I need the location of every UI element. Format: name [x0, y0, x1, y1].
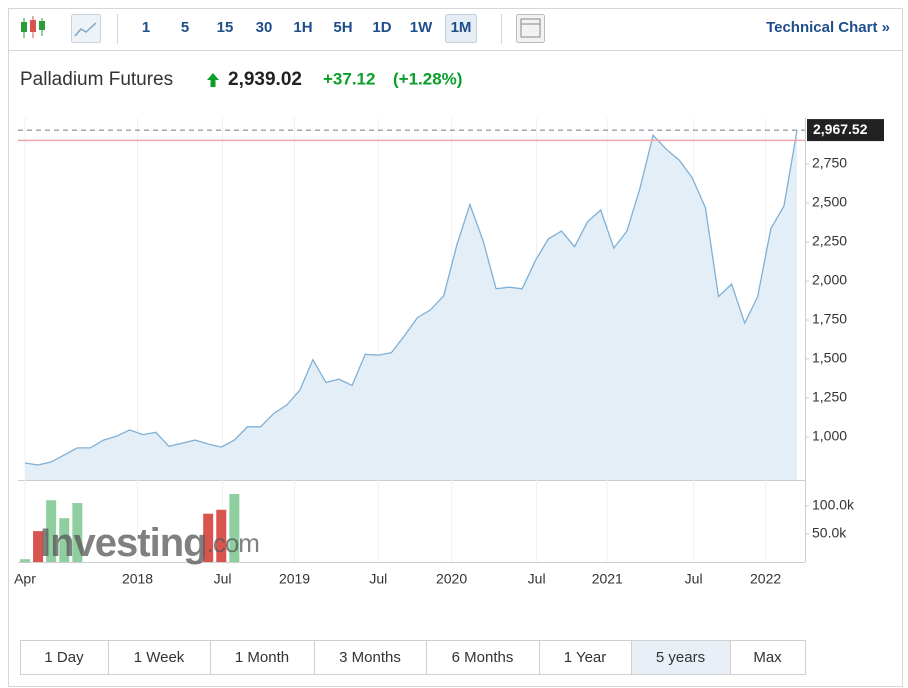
watermark-part: .com: [207, 528, 259, 558]
instrument-name: Palladium Futures: [20, 69, 173, 90]
range-label[interactable]: Max: [753, 649, 782, 666]
x-tick-label: 2019: [279, 571, 310, 587]
x-tick-label: 2022: [750, 571, 781, 587]
range-label[interactable]: 1 Day: [44, 649, 84, 666]
icon-part: [21, 22, 27, 32]
interval-button[interactable]: 1M: [451, 19, 472, 36]
y-tick-label: 1,500: [812, 350, 847, 366]
volume-bar: [203, 513, 214, 562]
y-tick-label: 1,250: [812, 389, 847, 405]
range-button[interactable]: [314, 640, 427, 675]
candle-icon[interactable]: [21, 16, 45, 38]
interval-button[interactable]: 5H: [333, 19, 352, 36]
range-label[interactable]: 1 Month: [235, 649, 289, 666]
up-arrow: [207, 73, 219, 87]
y-tick-label: 1,750: [812, 311, 847, 327]
x-tick-label: Apr: [14, 571, 36, 587]
range-button[interactable]: [426, 640, 540, 675]
icon-part: [30, 20, 36, 32]
range-button[interactable]: [210, 640, 315, 675]
y-tick-label: 1,000: [812, 428, 847, 444]
last-price-badge: [807, 119, 884, 142]
interval-button[interactable]: 30: [256, 19, 273, 36]
x-tick-label: 2020: [436, 571, 467, 587]
range-label[interactable]: 6 Months: [452, 649, 514, 666]
y-tick-label: 2,750: [812, 155, 847, 171]
volume-bar: [20, 559, 30, 562]
range-label[interactable]: 3 Months: [339, 649, 401, 666]
icon-part: [74, 22, 97, 37]
volume-tick-label: 50.0k: [812, 525, 847, 541]
technical-chart-link[interactable]: Technical Chart »: [766, 19, 890, 36]
interval-button[interactable]: 1: [142, 19, 150, 36]
range-button[interactable]: [539, 640, 632, 675]
icon-part: [39, 21, 45, 30]
x-tick-label: Jul: [528, 571, 546, 587]
last-price-label: 2,967.52: [813, 121, 868, 137]
x-tick-label: Jul: [369, 571, 387, 587]
interval-button[interactable]: 1D: [372, 19, 391, 36]
range-label[interactable]: 5 years: [656, 649, 705, 666]
interval-selected-bg: [445, 14, 477, 43]
watermark: Investing.com: [40, 521, 259, 565]
volume-bar: [216, 509, 227, 562]
interval-button[interactable]: 1W: [410, 19, 433, 36]
range-button[interactable]: [730, 640, 806, 675]
interval-button[interactable]: 15: [217, 19, 234, 36]
y-tick-label: 2,500: [812, 194, 847, 210]
table-icon[interactable]: [516, 14, 545, 43]
range-button[interactable]: [20, 640, 109, 675]
price-line: [24, 130, 798, 466]
volume-bar: [59, 518, 70, 562]
range-button[interactable]: [631, 640, 731, 675]
volume-bar: [46, 500, 57, 562]
volume-tick-label: 100.0k: [812, 497, 855, 513]
area-fill: [25, 130, 797, 480]
price: 2,939.02: [228, 69, 302, 90]
change-percent: (+1.28%): [393, 69, 462, 88]
y-tick-label: 2,250: [812, 233, 847, 249]
y-tick-label: 2,000: [812, 272, 847, 288]
volume-bar: [229, 494, 240, 562]
volume-bar: [72, 503, 83, 562]
watermark-part: Investing: [40, 521, 207, 565]
change: +37.12: [323, 69, 375, 88]
interval-button[interactable]: 1H: [293, 19, 312, 36]
area-icon[interactable]: [71, 14, 101, 43]
volume-bar: [33, 531, 44, 562]
range-label[interactable]: 1 Week: [134, 649, 185, 666]
x-tick-label: Jul: [214, 571, 232, 587]
x-tick-label: 2021: [592, 571, 623, 587]
range-label[interactable]: 1 Year: [564, 649, 607, 666]
x-tick-label: Jul: [685, 571, 703, 587]
interval-button[interactable]: 5: [181, 19, 189, 36]
icon-part: [520, 18, 541, 38]
x-tick-label: 2018: [122, 571, 153, 587]
